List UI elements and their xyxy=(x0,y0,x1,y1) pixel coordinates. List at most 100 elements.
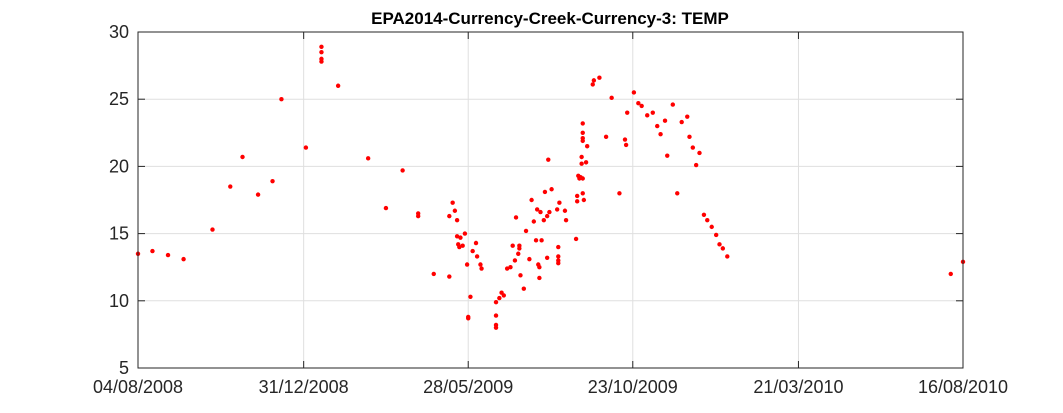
data-point xyxy=(574,193,580,199)
data-point xyxy=(554,207,560,212)
data-point xyxy=(541,217,547,223)
data-point xyxy=(650,110,655,115)
data-point xyxy=(573,236,579,242)
data-point xyxy=(675,191,680,196)
data-point xyxy=(583,160,589,165)
x-tick-label: 23/10/2009 xyxy=(588,377,678,397)
data-point xyxy=(581,197,587,203)
data-point xyxy=(228,184,233,189)
data-point xyxy=(579,161,584,166)
data-point xyxy=(580,130,585,135)
data-point xyxy=(513,215,519,220)
y-tick-label: 10 xyxy=(109,291,129,311)
data-point xyxy=(447,213,452,219)
data-point xyxy=(531,219,537,224)
data-point xyxy=(458,235,463,240)
data-point xyxy=(544,255,550,260)
data-point xyxy=(709,224,714,230)
data-point xyxy=(464,262,470,267)
data-point xyxy=(400,168,405,173)
x-tick-label: 21/03/2010 xyxy=(753,377,843,397)
data-point xyxy=(534,207,540,212)
data-point xyxy=(556,244,561,250)
data-point xyxy=(517,246,522,251)
data-point xyxy=(473,240,479,246)
data-point xyxy=(591,78,597,83)
data-point xyxy=(537,265,542,270)
data-point xyxy=(948,271,953,277)
data-point xyxy=(580,121,585,126)
data-point xyxy=(574,199,580,204)
data-point xyxy=(544,213,550,219)
data-point xyxy=(720,246,726,251)
data-point xyxy=(690,145,696,150)
y-tick-label: 25 xyxy=(109,89,129,109)
data-point xyxy=(319,49,324,55)
data-point xyxy=(705,217,710,223)
data-point xyxy=(454,234,460,239)
plot-area xyxy=(137,31,964,369)
data-point xyxy=(603,134,609,140)
data-point xyxy=(617,191,622,196)
data-point xyxy=(497,295,502,301)
data-point xyxy=(590,82,595,87)
data-point xyxy=(474,254,480,259)
data-point xyxy=(639,103,644,109)
data-point xyxy=(679,119,684,125)
data-point xyxy=(270,178,275,184)
data-point xyxy=(303,145,309,150)
data-point xyxy=(165,252,171,258)
data-point xyxy=(685,114,690,119)
data-point xyxy=(493,299,499,305)
data-point xyxy=(415,213,421,219)
y-tick-label: 30 xyxy=(109,22,129,42)
data-point xyxy=(240,154,245,160)
data-point xyxy=(542,189,548,195)
data-point xyxy=(687,134,692,140)
axis-ticks: 5 10 15 20 25 30 04/08/2008 31/12/2008 28/05/200… xyxy=(93,22,1008,397)
y-tick-label: 15 xyxy=(109,224,129,244)
data-point xyxy=(645,113,650,118)
data-point xyxy=(431,271,436,277)
data-point xyxy=(533,238,539,243)
x-tick-label: 28/05/2009 xyxy=(423,377,513,397)
data-point xyxy=(457,244,462,250)
data-point xyxy=(479,266,484,271)
data-point xyxy=(625,110,630,115)
data-point xyxy=(501,293,507,298)
data-point xyxy=(693,162,699,168)
data-point xyxy=(521,286,527,291)
data-point xyxy=(623,142,629,148)
data-point xyxy=(150,248,155,254)
data-point xyxy=(518,273,523,278)
data-point xyxy=(210,227,215,232)
data-point xyxy=(538,209,543,215)
data-point xyxy=(717,242,722,247)
data-point xyxy=(365,156,371,161)
data-point xyxy=(556,254,561,259)
data-point xyxy=(670,102,676,107)
data-point xyxy=(181,256,186,262)
data-point xyxy=(562,208,568,213)
data-point xyxy=(609,95,614,101)
data-point xyxy=(454,217,460,223)
data-point xyxy=(462,231,468,236)
data-point xyxy=(584,144,590,149)
data-point xyxy=(546,157,551,162)
data-point xyxy=(697,150,702,156)
data-point xyxy=(622,137,628,142)
data-point xyxy=(508,265,513,270)
chart-title: EPA2014-Currency-Creek-Currency-3: TEMP xyxy=(371,9,729,28)
data-point xyxy=(725,254,730,259)
data-point xyxy=(493,325,499,330)
data-point xyxy=(512,258,518,263)
data-point xyxy=(579,154,584,160)
data-point xyxy=(713,232,719,238)
data-point xyxy=(452,208,458,213)
data-point xyxy=(523,228,529,234)
data-point xyxy=(493,313,499,318)
data-point xyxy=(557,200,562,205)
data-point xyxy=(468,294,473,299)
y-tick-label: 20 xyxy=(109,156,129,176)
data-point xyxy=(701,212,707,217)
